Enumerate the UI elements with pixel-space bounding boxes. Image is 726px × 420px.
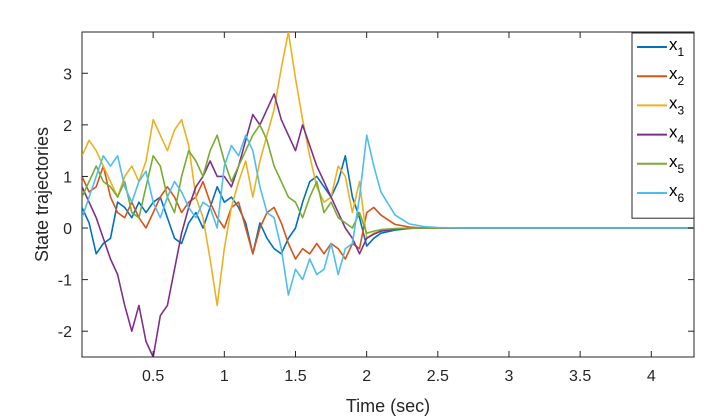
x-axis-ticks: 0.5 1 1.5 2 2.5 3 3.5 4 — [142, 32, 656, 385]
legend-label-x3: x3 — [669, 93, 685, 117]
y-axis-label: State trajectories — [32, 127, 52, 262]
x-tick-label: 3.5 — [569, 368, 591, 385]
series-line-x1 — [82, 155, 694, 255]
legend-box — [631, 32, 695, 219]
y-tick-label: 0 — [63, 221, 72, 238]
legend-label-x5: x5 — [669, 152, 685, 176]
series-line-x5 — [82, 124, 694, 234]
legend-label-x2: x2 — [669, 64, 685, 88]
x-tick-label: 1 — [220, 368, 229, 385]
y-tick-label: -2 — [58, 324, 72, 341]
y-tick-label: -1 — [58, 273, 72, 290]
legend: x1 x2 x3 x4 x5 x6 — [631, 32, 695, 219]
series-layer — [82, 32, 694, 357]
y-tick-label: 3 — [63, 66, 72, 83]
y-tick-label: 1 — [63, 169, 72, 186]
legend-label-x6: x6 — [669, 181, 685, 205]
x-axis-label: Time (sec) — [346, 396, 430, 416]
x-tick-label: 2.5 — [427, 368, 449, 385]
series-line-x4 — [82, 93, 694, 357]
x-tick-label: 3 — [505, 368, 514, 385]
series-line-x6 — [82, 134, 694, 296]
y-tick-label: 2 — [63, 118, 72, 135]
plot-area: 0.5 1 1.5 2 2.5 3 3.5 4 -2 -1 0 1 2 3 — [58, 31, 695, 385]
x-tick-label: 0.5 — [142, 368, 164, 385]
series-line-x2 — [82, 165, 694, 260]
x-tick-label: 4 — [647, 368, 656, 385]
legend-label-x4: x4 — [669, 123, 685, 147]
y-axis-ticks: -2 -1 0 1 2 3 — [58, 66, 694, 341]
axes-box — [81, 31, 695, 358]
x-tick-label: 1.5 — [284, 368, 306, 385]
legend-label-x1: x1 — [669, 35, 685, 59]
x-tick-label: 2 — [362, 368, 371, 385]
